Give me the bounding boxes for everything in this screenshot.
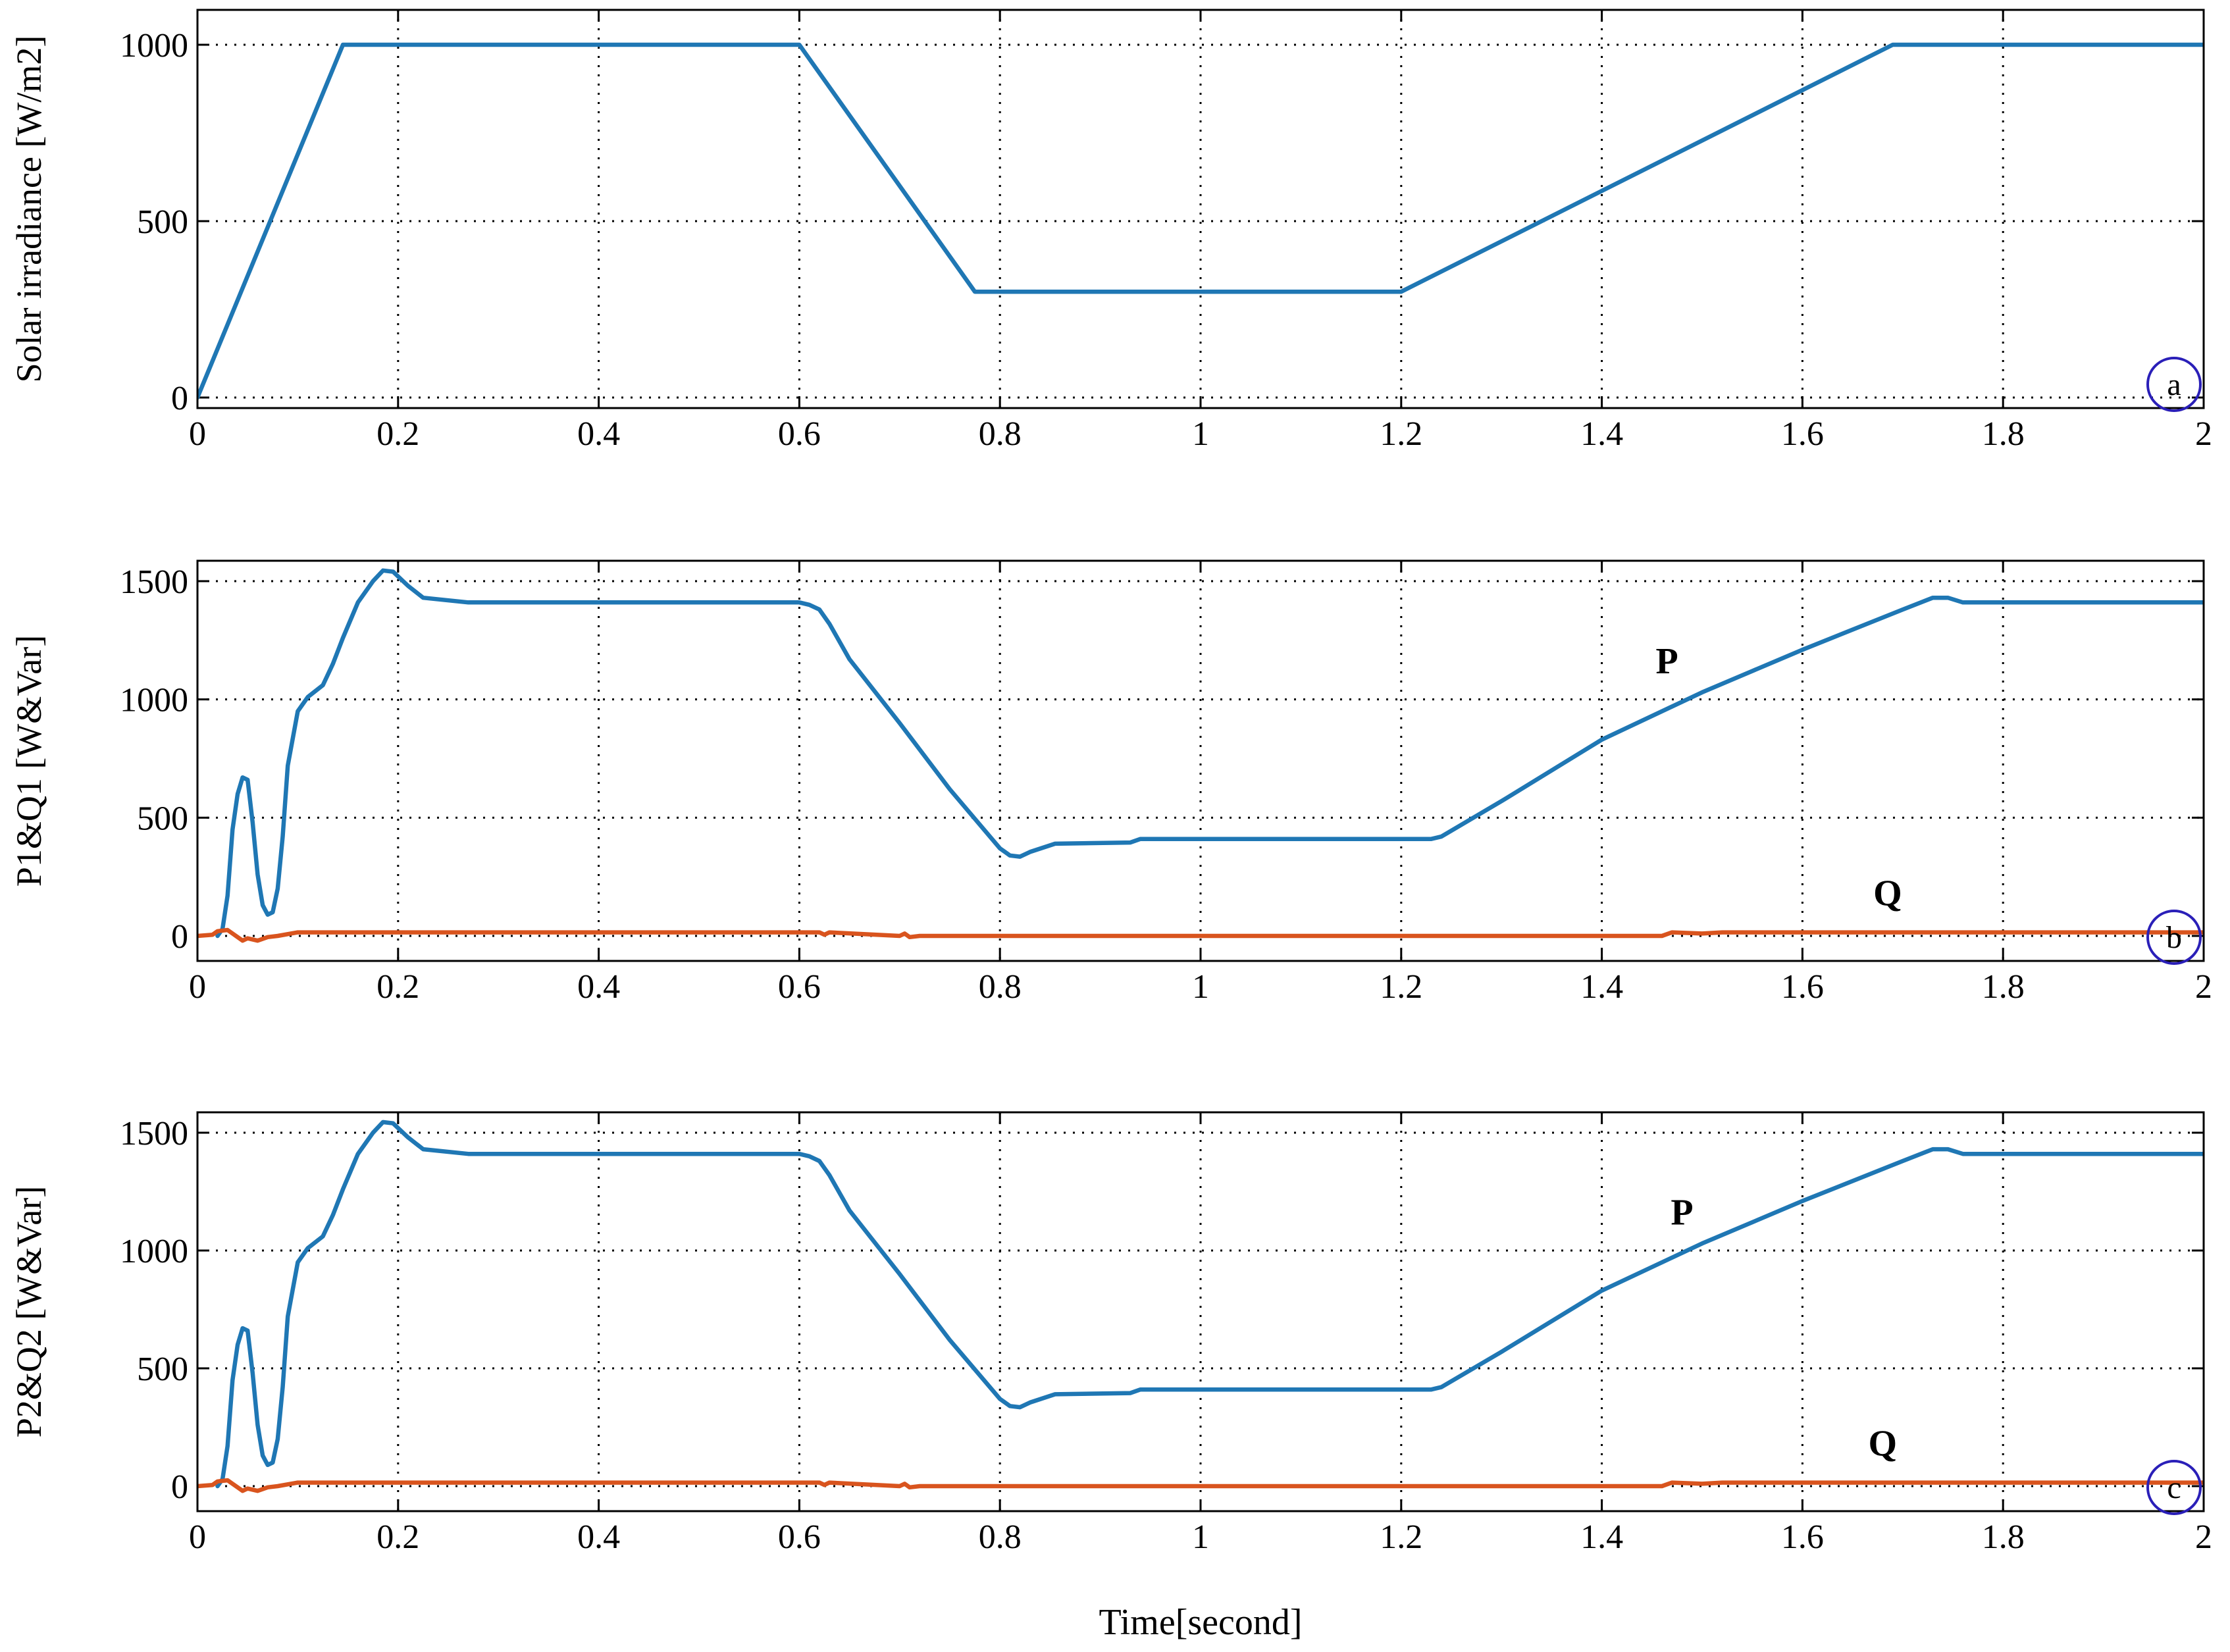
y-tick-label: 0	[171, 918, 188, 956]
annotation-p: P	[1656, 641, 1678, 682]
x-tick-label: 1.4	[1580, 968, 1623, 1006]
series-line-p	[215, 568, 2204, 939]
y-tick-label: 500	[137, 203, 188, 241]
x-tick-label: 1.6	[1781, 1518, 1824, 1556]
x-tick-label: 1	[1192, 415, 1209, 453]
x-tick-label: 0.8	[979, 968, 1022, 1006]
x-tick-label: 0.2	[376, 1518, 419, 1556]
x-tick-label: 1.6	[1781, 415, 1824, 453]
y-tick-label: 1000	[120, 682, 188, 719]
panel-marker-letter: a	[2167, 367, 2181, 402]
x-tick-label: 0.4	[577, 1518, 620, 1556]
series-line-p	[215, 1120, 2204, 1489]
y-axis-label: P1&Q1 [W&Var]	[9, 635, 49, 887]
series-line-q	[197, 1478, 2204, 1493]
panel-marker-circle	[2146, 1460, 2202, 1515]
x-tick-label: 1.2	[1380, 1518, 1422, 1556]
x-tick-label: 0.2	[376, 968, 419, 1006]
panel-marker-letter: c	[2167, 1470, 2181, 1505]
y-tick-label: 1000	[120, 27, 188, 65]
x-tick-label: 1.4	[1580, 415, 1623, 453]
y-tick-label: 1500	[120, 563, 188, 601]
y-tick-label: 1000	[120, 1233, 188, 1270]
x-tick-label: 2	[2195, 1518, 2212, 1556]
x-tick-label: 0.2	[376, 415, 419, 453]
y-tick-label: 0	[171, 380, 188, 417]
series-line-q	[197, 927, 2204, 943]
panel-marker-circle	[2146, 357, 2202, 412]
panel-c: 0 0.2 0.4 0.6 0.8 1 1.2 1.4 1.6 1.8 2 0 500 1000 1500 P…	[9, 1111, 2212, 1643]
y-tick-label: 500	[137, 1351, 188, 1388]
series-line-p	[197, 42, 2204, 400]
x-axis-label: Time[second]	[1099, 1602, 1302, 1643]
panel-b: 0 0.2 0.4 0.6 0.8 1 1.2 1.4 1.6 1.8 2 0 500 1000 1500 P…	[9, 559, 2212, 1006]
x-tick-label: 1.8	[1982, 415, 2025, 453]
y-axis-label: P2&Q2 [W&Var]	[9, 1186, 49, 1437]
x-tick-label: 0	[189, 415, 206, 453]
x-tick-label: 2	[2195, 968, 2212, 1006]
x-tick-label: 0.8	[979, 415, 1022, 453]
x-tick-label: 1.4	[1580, 1518, 1623, 1556]
panel-a: 0 0.2 0.4 0.6 0.8 1 1.2 1.4 1.6 1.8 2 0 500 1000 Solar…	[9, 9, 2212, 453]
plot-frame	[196, 559, 2205, 962]
x-tick-label: 1	[1192, 968, 1209, 1006]
annotation-q: Q	[1869, 1423, 1898, 1464]
y-axis-label: Solar irradiance [W/m2]	[9, 36, 49, 383]
x-tick-label: 0.6	[778, 1518, 821, 1556]
plot-frame	[196, 9, 2205, 409]
y-tick-label: 1500	[120, 1115, 188, 1152]
x-tick-label: 1.8	[1982, 968, 2025, 1006]
x-tick-label: 1.6	[1781, 968, 1824, 1006]
x-tick-label: 1	[1192, 1518, 1209, 1556]
x-tick-label: 0.4	[577, 968, 620, 1006]
x-tick-label: 1.2	[1380, 415, 1422, 453]
x-tick-label: 0.6	[778, 968, 821, 1006]
x-tick-label: 2	[2195, 415, 2212, 453]
panel-marker-letter: b	[2166, 920, 2182, 955]
x-tick-label: 0.8	[979, 1518, 1022, 1556]
y-tick-label: 500	[137, 800, 188, 837]
x-tick-label: 1.8	[1982, 1518, 2025, 1556]
y-tick-label: 0	[171, 1468, 188, 1506]
x-tick-label: 0	[189, 968, 206, 1006]
x-tick-label: 0.4	[577, 415, 620, 453]
annotation-q: Q	[1873, 873, 1902, 914]
x-tick-label: 1.2	[1380, 968, 1422, 1006]
x-tick-label: 0.6	[778, 415, 821, 453]
x-tick-label: 0	[189, 1518, 206, 1556]
plot-frame	[196, 1111, 2205, 1512]
annotation-p: P	[1671, 1193, 1693, 1233]
panel-marker-circle	[2146, 910, 2202, 965]
